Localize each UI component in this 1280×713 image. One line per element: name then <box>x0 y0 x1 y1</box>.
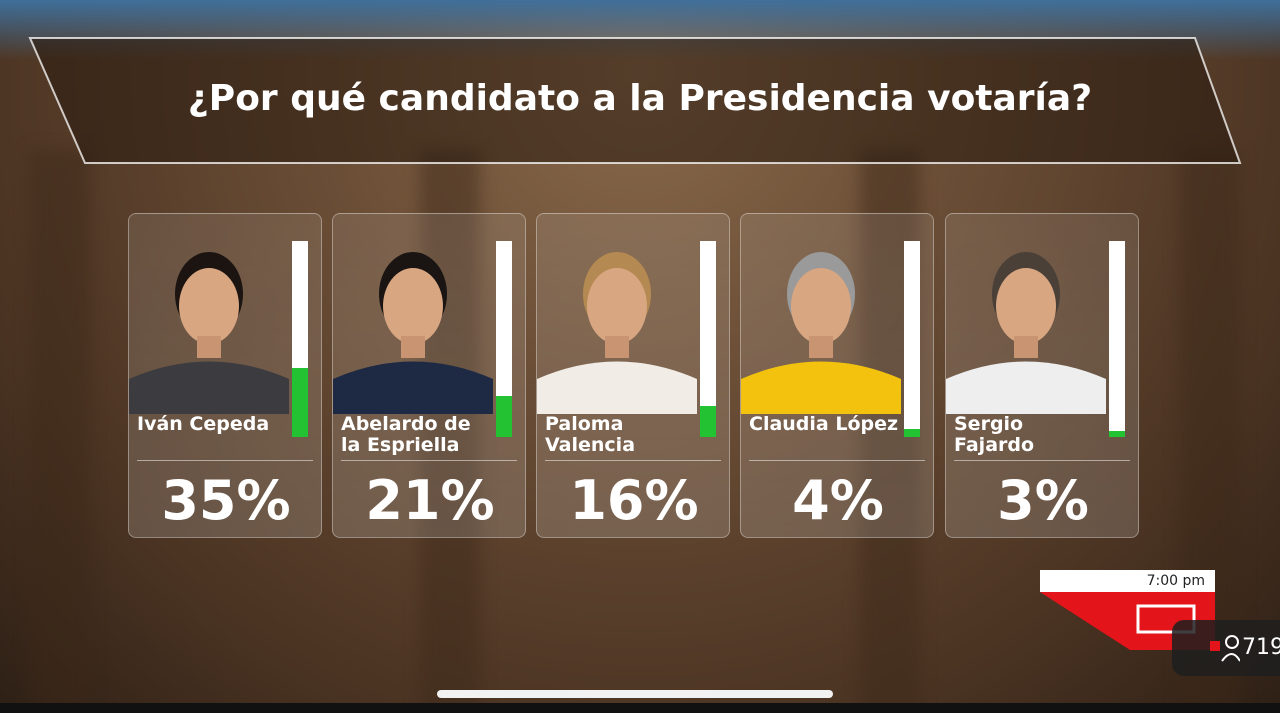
divider <box>137 460 313 461</box>
viewer-icon <box>1210 635 1240 662</box>
candidate-card: Abelardo de la Espriella 21% <box>332 213 526 538</box>
background-column <box>30 150 90 710</box>
candidate-photo <box>946 252 1106 414</box>
bar <box>292 368 308 437</box>
candidate-card: Paloma Valencia 16% <box>536 213 730 538</box>
candidate-photo <box>537 252 697 414</box>
broadcast-time: 7:00 pm <box>1040 570 1215 592</box>
candidate-card: Sergio Fajardo 3% <box>945 213 1139 538</box>
candidate-name: Sergio Fajardo <box>954 413 1035 456</box>
candidate-photo <box>741 252 901 414</box>
candidate-name: Paloma Valencia <box>545 413 636 456</box>
gauge-track <box>292 241 308 437</box>
divider <box>954 460 1130 461</box>
gauge-track <box>700 241 716 437</box>
divider <box>749 460 925 461</box>
background-column <box>420 150 480 710</box>
viewer-count: 719 <box>1172 620 1280 676</box>
bottom-strip <box>0 703 1280 713</box>
candidate-name: Abelardo de la Espriella <box>341 413 471 456</box>
value-label: 4% <box>792 469 884 532</box>
bar <box>904 429 920 437</box>
divider <box>341 460 517 461</box>
divider <box>545 460 721 461</box>
bar <box>700 405 716 437</box>
value-label: 21% <box>365 469 495 532</box>
candidate-card: Iván Cepeda 35% <box>128 213 322 538</box>
bar <box>496 395 512 437</box>
value-label: 16% <box>569 469 699 532</box>
chart-title: ¿Por qué candidato a la Presidencia vota… <box>187 78 1093 119</box>
bar <box>1109 431 1125 437</box>
gauge-track <box>496 241 512 437</box>
gauge-track <box>904 241 920 437</box>
candidate-card: Claudia López 4% <box>740 213 934 538</box>
title-banner <box>28 37 1242 164</box>
candidate-photo <box>129 252 289 414</box>
candidate-name: Iván Cepeda <box>137 413 270 435</box>
viewer-number: 719 <box>1242 635 1280 660</box>
gauge-track <box>1109 241 1125 437</box>
value-label: 3% <box>997 469 1089 532</box>
candidate-photo <box>333 252 493 414</box>
home-indicator <box>437 690 833 698</box>
logo-mark <box>1136 604 1196 634</box>
candidate-name: Claudia López <box>749 413 899 435</box>
value-label: 35% <box>161 469 291 532</box>
